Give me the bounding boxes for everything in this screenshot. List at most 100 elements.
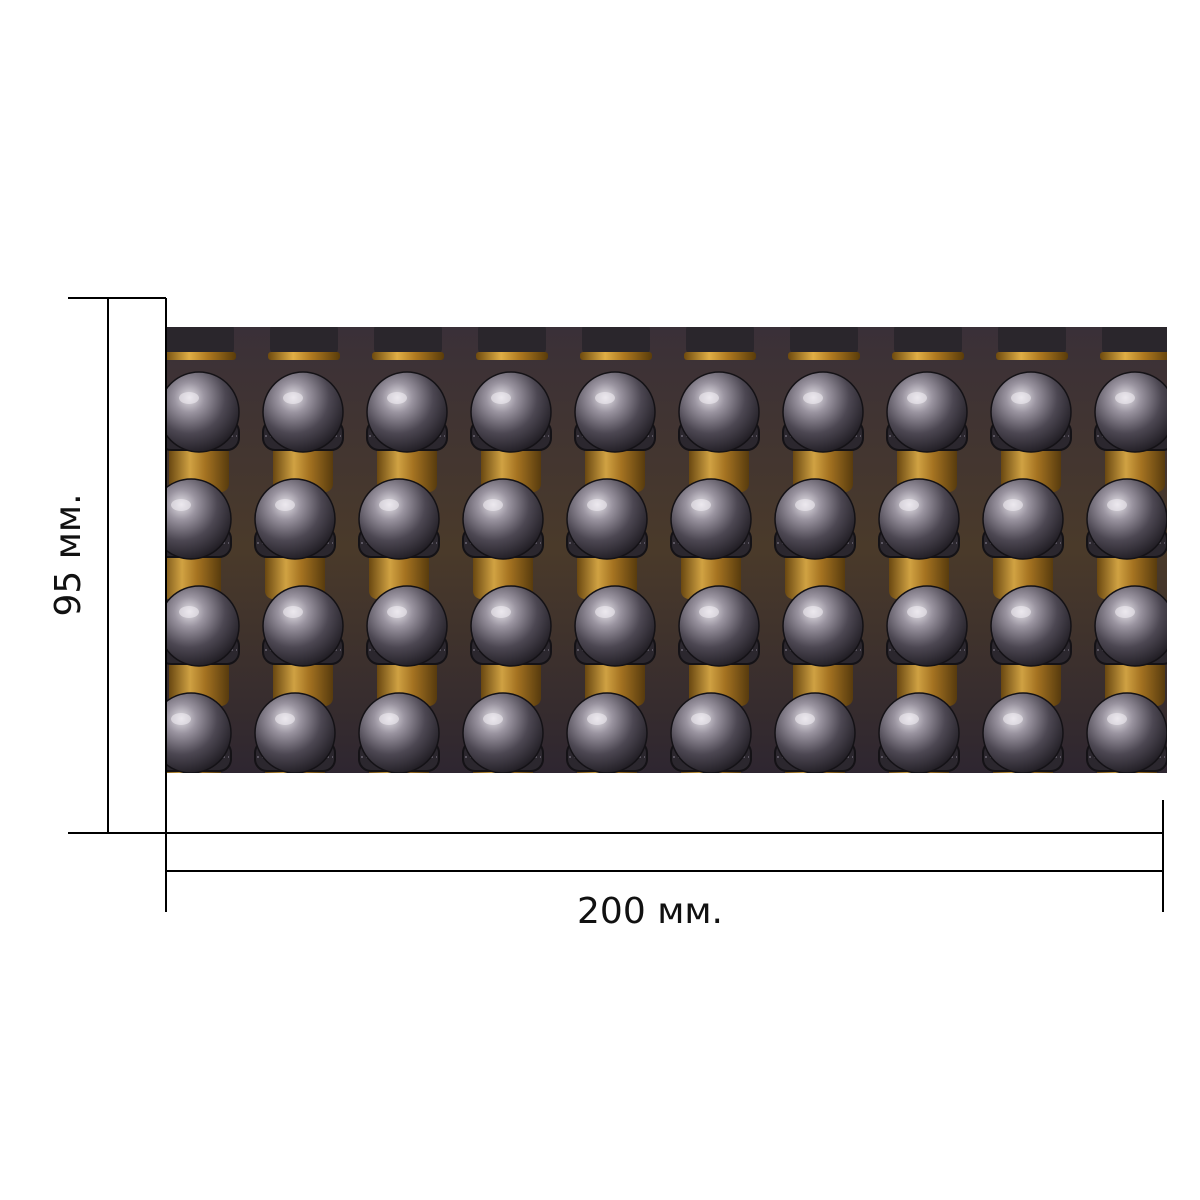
nose-highlight bbox=[795, 713, 815, 725]
bullet-top-brass bbox=[268, 352, 340, 360]
nose-highlight bbox=[595, 392, 615, 404]
nose-highlight bbox=[907, 820, 927, 832]
nose-highlight bbox=[387, 392, 407, 404]
bullet-nose bbox=[470, 371, 552, 453]
bullet-nose bbox=[254, 478, 336, 560]
bullet-nose bbox=[679, 800, 759, 880]
bullet-nose bbox=[566, 478, 648, 560]
bullet-nose bbox=[367, 800, 447, 880]
nose-highlight bbox=[1107, 499, 1127, 511]
bullet-top-partial bbox=[894, 327, 962, 358]
bullet-nose bbox=[575, 800, 655, 880]
nose-highlight bbox=[1115, 606, 1135, 618]
nose-highlight bbox=[283, 820, 303, 832]
bullet-nose bbox=[159, 800, 239, 880]
nose-highlight bbox=[595, 820, 615, 832]
bullet-nose bbox=[982, 478, 1064, 560]
nose-highlight bbox=[179, 606, 199, 618]
bullet-nose bbox=[470, 585, 552, 667]
bullet-base-ring bbox=[367, 848, 447, 878]
bullet-base-ring bbox=[575, 848, 655, 878]
bullet-top-brass bbox=[1100, 352, 1167, 360]
bullet-top-partial bbox=[374, 327, 442, 358]
bullet-nose bbox=[358, 692, 440, 773]
bullet-nose bbox=[1094, 585, 1167, 667]
brass-case bbox=[273, 850, 333, 920]
nose-highlight bbox=[491, 392, 511, 404]
bullet-base-ring bbox=[679, 848, 759, 878]
bullet-nose bbox=[774, 478, 856, 560]
nose-highlight bbox=[1003, 713, 1023, 725]
bullet-nose bbox=[574, 585, 656, 667]
nose-highlight bbox=[699, 820, 719, 832]
bullet-base-ring bbox=[471, 848, 551, 878]
bullet-nose bbox=[678, 371, 760, 453]
bullet-nose bbox=[990, 585, 1072, 667]
bullet-top-brass bbox=[684, 352, 756, 360]
nose-highlight bbox=[171, 713, 191, 725]
bullet-top-partial bbox=[1102, 327, 1167, 358]
nose-highlight bbox=[179, 392, 199, 404]
brass-case bbox=[1001, 850, 1061, 920]
bullet-nose bbox=[886, 371, 968, 453]
height-dimension: 95 мм. bbox=[48, 297, 167, 834]
bullet-nose bbox=[166, 585, 240, 667]
nose-highlight bbox=[699, 392, 719, 404]
nose-highlight bbox=[803, 606, 823, 618]
bullet-nose bbox=[366, 585, 448, 667]
bullet-top-brass bbox=[788, 352, 860, 360]
nose-highlight bbox=[595, 606, 615, 618]
bullet-top-partial bbox=[582, 327, 650, 358]
nose-highlight bbox=[379, 713, 399, 725]
bullet-nose bbox=[678, 585, 760, 667]
bullet-nose bbox=[462, 692, 544, 773]
bullet-base-ring bbox=[991, 848, 1071, 878]
nose-highlight bbox=[691, 499, 711, 511]
bullet-nose bbox=[1086, 478, 1167, 560]
nose-highlight bbox=[795, 499, 815, 511]
bullet-top-brass bbox=[996, 352, 1068, 360]
nose-highlight bbox=[587, 713, 607, 725]
nose-highlight bbox=[275, 713, 295, 725]
bullet-nose bbox=[166, 371, 240, 453]
nose-highlight bbox=[387, 820, 407, 832]
bullet-nose bbox=[878, 692, 960, 773]
bullet-top-partial bbox=[270, 327, 338, 358]
bullet-nose bbox=[991, 800, 1071, 880]
nose-highlight bbox=[387, 606, 407, 618]
bullets-photo bbox=[159, 327, 1167, 920]
nose-highlight bbox=[1115, 820, 1135, 832]
nose-highlight bbox=[379, 499, 399, 511]
bullet-nose bbox=[1094, 371, 1167, 453]
bullet-nose bbox=[262, 585, 344, 667]
brass-case bbox=[377, 850, 437, 920]
nose-highlight bbox=[699, 606, 719, 618]
nose-highlight bbox=[283, 392, 303, 404]
bullet-nose bbox=[166, 692, 232, 773]
nose-highlight bbox=[1011, 820, 1031, 832]
bullet-top-brass bbox=[892, 352, 964, 360]
nose-highlight bbox=[803, 820, 823, 832]
bullet-nose bbox=[566, 692, 648, 773]
nose-highlight bbox=[1011, 392, 1031, 404]
bullet-top-brass bbox=[166, 352, 236, 360]
bullet-nose bbox=[878, 478, 960, 560]
bullet-nose bbox=[358, 478, 440, 560]
width-label: 200 мм. bbox=[577, 891, 723, 932]
height-label: 95 мм. bbox=[48, 493, 89, 616]
bullet-top-brass bbox=[372, 352, 444, 360]
bullet-nose bbox=[471, 800, 551, 880]
nose-highlight bbox=[283, 606, 303, 618]
bullet-top-partial bbox=[790, 327, 858, 358]
nose-highlight bbox=[483, 499, 503, 511]
bullet-base-ring bbox=[159, 848, 239, 878]
bullet-nose bbox=[783, 800, 863, 880]
nose-highlight bbox=[275, 499, 295, 511]
bullet-nose bbox=[990, 371, 1072, 453]
nose-highlight bbox=[179, 820, 199, 832]
bullet-grid bbox=[159, 327, 1167, 920]
nose-highlight bbox=[171, 499, 191, 511]
bullet-nose bbox=[782, 371, 864, 453]
bullet-top-partial bbox=[998, 327, 1066, 358]
nose-highlight bbox=[483, 713, 503, 725]
